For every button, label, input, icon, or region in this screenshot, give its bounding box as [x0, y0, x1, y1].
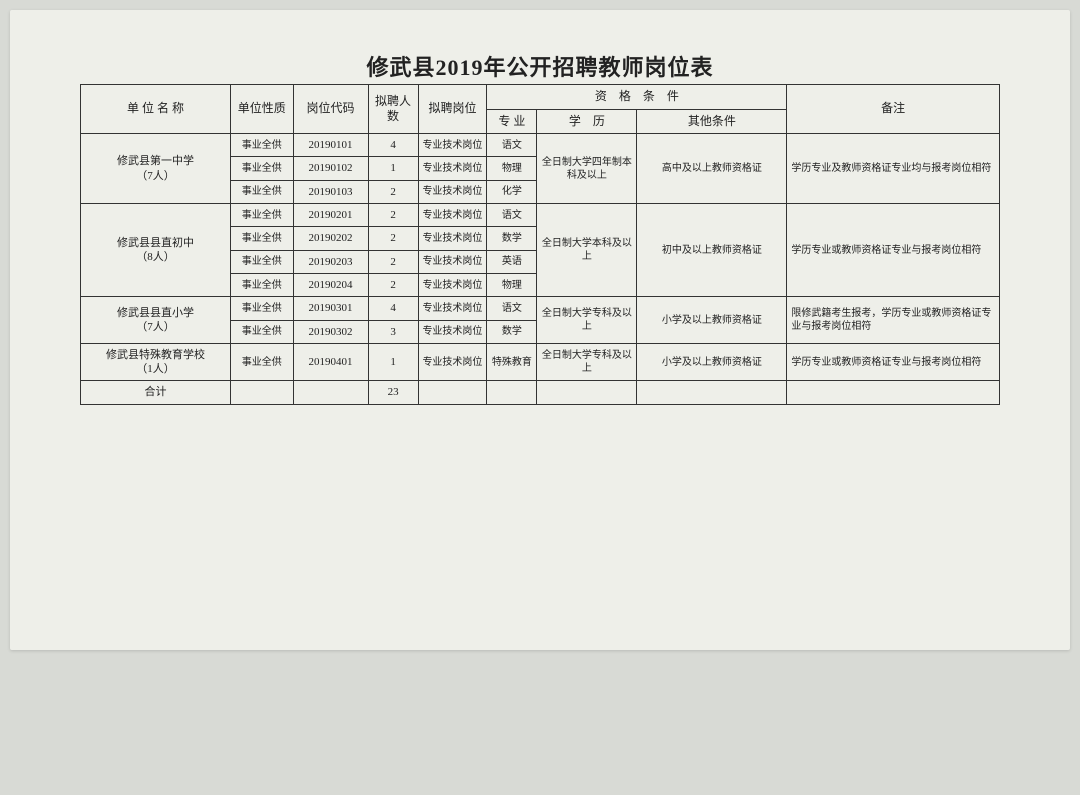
cell-code: 20190102 — [293, 157, 368, 180]
cell-post: 专业技术岗位 — [418, 134, 487, 157]
cell-code: 20190302 — [293, 320, 368, 343]
cell-post: 专业技术岗位 — [418, 250, 487, 273]
cell-nature: 事业全供 — [231, 227, 294, 250]
cell-other: 初中及以上教师资格证 — [637, 204, 787, 297]
cell-empty — [231, 381, 294, 404]
cell-unit: 修武县第一中学 （7人） — [81, 134, 231, 204]
table-row: 修武县县直小学 （7人）事业全供201903014专业技术岗位语文全日制大学专科… — [81, 297, 1000, 320]
cell-note: 学历专业或教师资格证专业与报考岗位相符 — [787, 343, 1000, 381]
cell-edu: 全日制大学专科及以上 — [537, 297, 637, 344]
cell-note: 学历专业及教师资格证专业均与报考岗位相符 — [787, 134, 1000, 204]
cell-post: 专业技术岗位 — [418, 227, 487, 250]
positions-table: 单 位 名 称 单位性质 岗位代码 拟聘人数 拟聘岗位 资 格 条 件 备注 专… — [80, 84, 1000, 405]
table-row: 修武县特殊教育学校 （1人）事业全供201904011专业技术岗位特殊教育全日制… — [81, 343, 1000, 381]
cell-nature: 事业全供 — [231, 297, 294, 320]
table-body: 修武县第一中学 （7人）事业全供201901014专业技术岗位语文全日制大学四年… — [81, 134, 1000, 405]
cell-other: 高中及以上教师资格证 — [637, 134, 787, 204]
cell-nature: 事业全供 — [231, 157, 294, 180]
cell-major: 特殊教育 — [487, 343, 537, 381]
cell-nature: 事业全供 — [231, 320, 294, 343]
cell-code: 20190201 — [293, 204, 368, 227]
header-code: 岗位代码 — [293, 85, 368, 134]
cell-empty — [418, 381, 487, 404]
cell-total-count: 23 — [368, 381, 418, 404]
cell-code: 20190202 — [293, 227, 368, 250]
cell-post: 专业技术岗位 — [418, 180, 487, 203]
document-title: 修武县2019年公开招聘教师岗位表 — [80, 50, 1000, 82]
cell-count: 3 — [368, 320, 418, 343]
total-row: 合计 23 — [81, 381, 1000, 404]
table-header: 单 位 名 称 单位性质 岗位代码 拟聘人数 拟聘岗位 资 格 条 件 备注 专… — [81, 85, 1000, 134]
cell-post: 专业技术岗位 — [418, 320, 487, 343]
cell-empty — [787, 381, 1000, 404]
table-row: 修武县县直初中 （8人）事业全供201902012专业技术岗位语文全日制大学本科… — [81, 204, 1000, 227]
cell-major: 物理 — [487, 273, 537, 296]
cell-code: 20190101 — [293, 134, 368, 157]
cell-major: 英语 — [487, 250, 537, 273]
document-page: 修武县2019年公开招聘教师岗位表 单 位 名 称 单位性质 岗位代码 拟聘人数… — [10, 10, 1070, 650]
header-unit: 单 位 名 称 — [81, 85, 231, 134]
cell-major: 数学 — [487, 227, 537, 250]
cell-empty — [293, 381, 368, 404]
cell-major: 化学 — [487, 180, 537, 203]
header-edu: 学 历 — [537, 109, 637, 134]
cell-other: 小学及以上教师资格证 — [637, 297, 787, 344]
cell-count: 2 — [368, 180, 418, 203]
header-qual-group: 资 格 条 件 — [487, 85, 787, 110]
cell-empty — [537, 381, 637, 404]
cell-post: 专业技术岗位 — [418, 343, 487, 381]
cell-edu: 全日制大学专科及以上 — [537, 343, 637, 381]
cell-edu: 全日制大学本科及以上 — [537, 204, 637, 297]
cell-major: 物理 — [487, 157, 537, 180]
cell-count: 4 — [368, 297, 418, 320]
cell-code: 20190401 — [293, 343, 368, 381]
cell-major: 数学 — [487, 320, 537, 343]
cell-count: 1 — [368, 157, 418, 180]
cell-code: 20190204 — [293, 273, 368, 296]
cell-count: 2 — [368, 250, 418, 273]
cell-unit: 修武县县直小学 （7人） — [81, 297, 231, 344]
cell-code: 20190301 — [293, 297, 368, 320]
cell-nature: 事业全供 — [231, 134, 294, 157]
cell-edu: 全日制大学四年制本科及以上 — [537, 134, 637, 204]
cell-unit: 修武县县直初中 （8人） — [81, 204, 231, 297]
cell-empty — [637, 381, 787, 404]
header-nature: 单位性质 — [231, 85, 294, 134]
cell-count: 1 — [368, 343, 418, 381]
cell-post: 专业技术岗位 — [418, 157, 487, 180]
header-count: 拟聘人数 — [368, 85, 418, 134]
header-note: 备注 — [787, 85, 1000, 134]
cell-nature: 事业全供 — [231, 204, 294, 227]
header-other: 其他条件 — [637, 109, 787, 134]
cell-code: 20190203 — [293, 250, 368, 273]
cell-note: 限修武籍考生报考，学历专业或教师资格证专业与报考岗位相符 — [787, 297, 1000, 344]
cell-post: 专业技术岗位 — [418, 204, 487, 227]
cell-empty — [487, 381, 537, 404]
cell-nature: 事业全供 — [231, 250, 294, 273]
cell-count: 2 — [368, 227, 418, 250]
cell-count: 4 — [368, 134, 418, 157]
cell-nature: 事业全供 — [231, 273, 294, 296]
cell-major: 语文 — [487, 297, 537, 320]
cell-count: 2 — [368, 273, 418, 296]
cell-note: 学历专业或教师资格证专业与报考岗位相符 — [787, 204, 1000, 297]
cell-other: 小学及以上教师资格证 — [637, 343, 787, 381]
cell-code: 20190103 — [293, 180, 368, 203]
cell-unit: 修武县特殊教育学校 （1人） — [81, 343, 231, 381]
header-post: 拟聘岗位 — [418, 85, 487, 134]
cell-post: 专业技术岗位 — [418, 273, 487, 296]
cell-nature: 事业全供 — [231, 343, 294, 381]
header-major: 专 业 — [487, 109, 537, 134]
cell-nature: 事业全供 — [231, 180, 294, 203]
cell-major: 语文 — [487, 134, 537, 157]
cell-major: 语文 — [487, 204, 537, 227]
table-row: 修武县第一中学 （7人）事业全供201901014专业技术岗位语文全日制大学四年… — [81, 134, 1000, 157]
cell-count: 2 — [368, 204, 418, 227]
cell-post: 专业技术岗位 — [418, 297, 487, 320]
cell-total-label: 合计 — [81, 381, 231, 404]
